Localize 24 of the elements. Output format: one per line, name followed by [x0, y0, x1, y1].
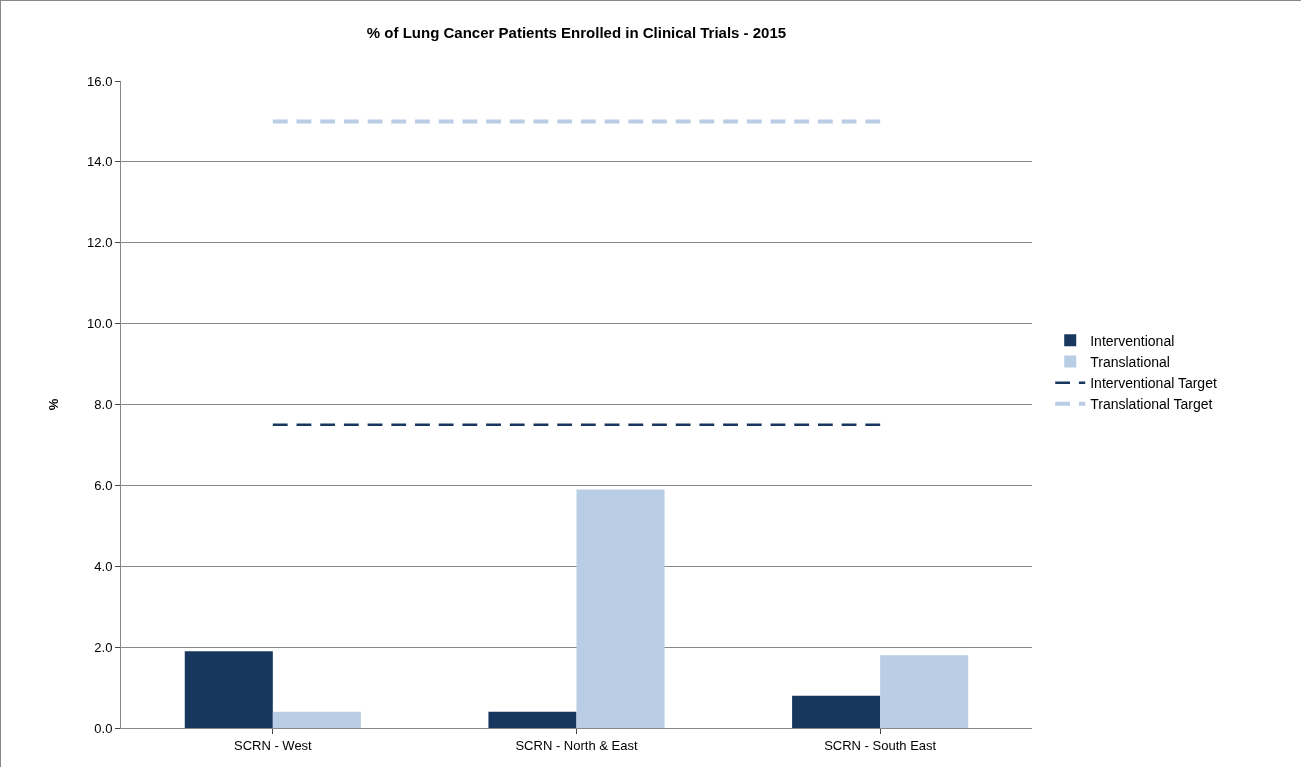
bar [880, 655, 969, 728]
y-axis-title: % [46, 398, 62, 411]
legend-label: Interventional [1090, 332, 1175, 349]
x-tick-label: SCRN - West [233, 737, 313, 753]
chart-title: % of Lung Cancer Patients Enrolled in Clinical Trials - 2015 [366, 24, 787, 42]
y-tick-label: 4.0 [94, 558, 113, 574]
y-tick-label: 0.0 [94, 720, 113, 736]
bar [488, 711, 577, 728]
x-tick-label: SCRN - South East [824, 737, 937, 753]
y-tick-label: 12.0 [87, 235, 113, 251]
bar [792, 695, 881, 728]
y-tick-label: 2.0 [94, 639, 113, 655]
y-tick-label: 16.0 [87, 73, 113, 89]
legend-label: Interventional Target [1090, 375, 1217, 392]
bar [576, 489, 665, 728]
y-tick-label: 10.0 [87, 316, 113, 332]
legend-label: Translational Target [1090, 396, 1213, 413]
y-tick-label: 8.0 [94, 397, 113, 413]
bar [184, 651, 273, 728]
bar [272, 711, 361, 728]
x-tick-label: SCRN - North & East [515, 737, 638, 753]
y-tick-label: 6.0 [94, 477, 113, 493]
y-tick-label: 14.0 [87, 154, 113, 170]
legend-label: Translational [1090, 353, 1170, 370]
